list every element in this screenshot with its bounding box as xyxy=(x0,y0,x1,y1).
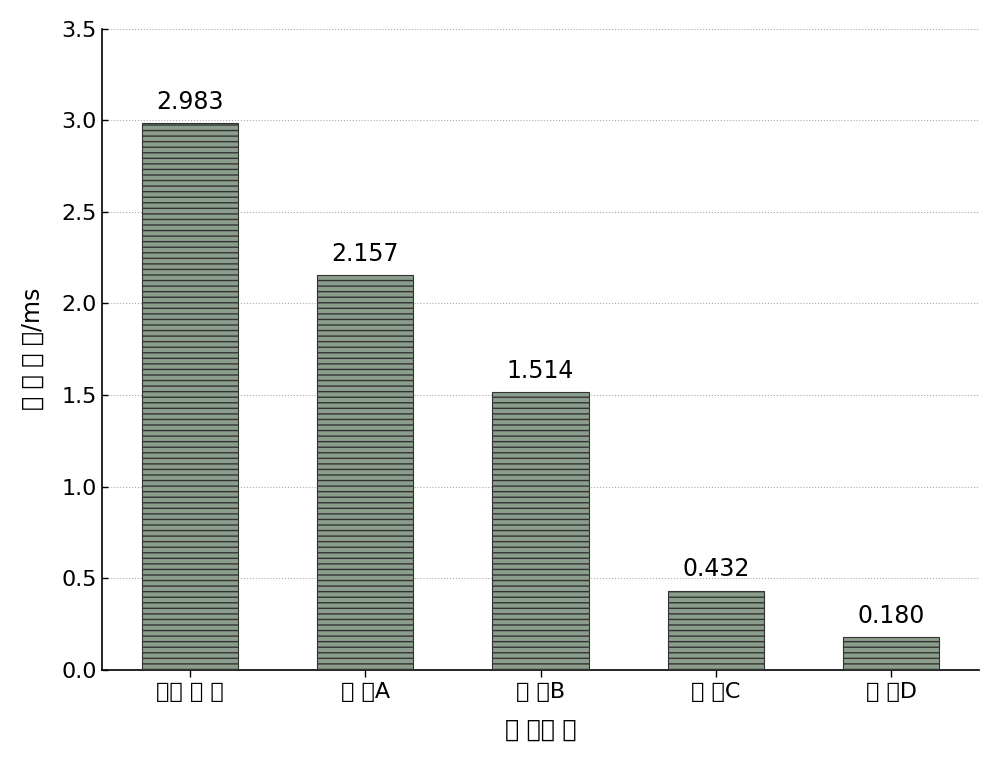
Bar xyxy=(843,637,939,670)
Text: 2.983: 2.983 xyxy=(156,90,224,114)
Text: 0.180: 0.180 xyxy=(857,604,925,628)
Bar xyxy=(142,124,238,670)
Text: 2.157: 2.157 xyxy=(331,242,399,266)
Bar xyxy=(668,591,764,670)
Bar xyxy=(492,392,589,670)
Y-axis label: 运 行 时 间/ms: 运 行 时 间/ms xyxy=(21,288,45,410)
Text: 1.514: 1.514 xyxy=(507,359,574,383)
Bar xyxy=(317,275,413,670)
X-axis label: 优 化版 本: 优 化版 本 xyxy=(505,718,576,742)
Text: 0.432: 0.432 xyxy=(682,558,749,581)
